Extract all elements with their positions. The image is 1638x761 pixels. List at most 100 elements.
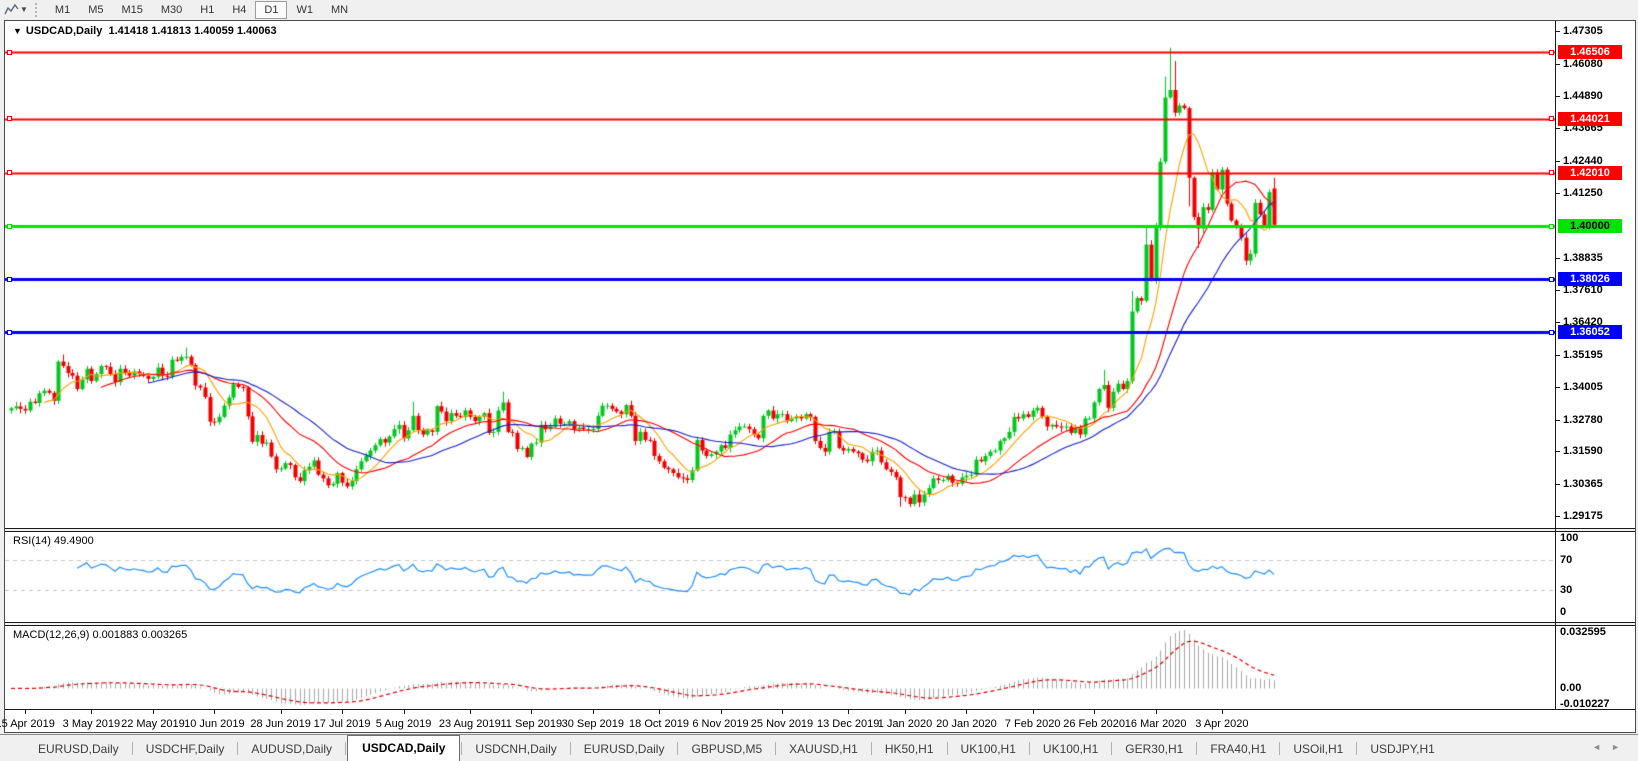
- date-axis-label[interactable]: 3 May 2019: [62, 718, 121, 730]
- date-axis-label[interactable]: 17 Jul 2019: [313, 718, 371, 730]
- timeframe-button-d1[interactable]: D1: [255, 0, 288, 19]
- line-handle-left[interactable]: [7, 116, 12, 122]
- chart-tab-usdchf-daily[interactable]: USDCHF,Daily: [145, 742, 225, 756]
- macd-axis-label: 0.00: [1560, 682, 1582, 695]
- line-handle-right[interactable]: [1549, 329, 1554, 335]
- date-axis-label[interactable]: 15 Apr 2019: [0, 718, 55, 730]
- timeframe-button-h1[interactable]: H1: [200, 3, 215, 16]
- date-axis-tick: [1094, 710, 1096, 714]
- date-axis-tick: [848, 710, 850, 714]
- chart-tab-usoil-h1[interactable]: USOil,H1: [1293, 742, 1344, 756]
- tab-separator: [870, 742, 872, 755]
- chart-tabs-bar: EURUSD,Daily USDCHF,Daily AUDUSD,Daily USDC…: [0, 734, 1638, 761]
- date-axis-label[interactable]: 26 Feb 2020: [1063, 718, 1126, 730]
- price-chart-canvas[interactable]: [5, 21, 1555, 528]
- price-axis-label: 1.35195: [1563, 348, 1603, 361]
- line-handle-left[interactable]: [7, 329, 12, 335]
- timeframe-button-m30[interactable]: M30: [160, 3, 183, 16]
- macd-axis-label: 0.032595: [1560, 626, 1606, 638]
- date-axis-label[interactable]: 18 Oct 2019: [629, 718, 689, 730]
- tab-separator: [1028, 742, 1030, 755]
- line-handle-left[interactable]: [7, 170, 12, 176]
- price-level-badge[interactable]: 1.38026: [1558, 272, 1622, 287]
- date-axis-label[interactable]: 11 Sep 2019: [500, 718, 563, 730]
- price-level-badge[interactable]: 1.36052: [1558, 325, 1622, 340]
- toolbar-grip[interactable]: [34, 2, 40, 17]
- date-axis-label[interactable]: 16 Mar 2020: [1124, 718, 1187, 730]
- dropdown-caret-icon[interactable]: ▼: [20, 5, 28, 14]
- price-axis-label: 1.31590: [1563, 445, 1603, 458]
- price-axis-tick: [1556, 354, 1560, 356]
- line-handle-left[interactable]: [7, 49, 12, 55]
- chart-tab-uk100-h1[interactable]: UK100,H1: [1042, 742, 1099, 756]
- pane-splitter[interactable]: [5, 528, 1635, 532]
- line-handle-left[interactable]: [7, 223, 12, 229]
- line-handle-left[interactable]: [7, 276, 12, 282]
- line-handle-right[interactable]: [1549, 49, 1554, 55]
- chart-symbol-label: USDCAD,Daily: [25, 25, 103, 37]
- tab-scroll-left-icon[interactable]: ◄: [1592, 742, 1612, 752]
- date-axis-label[interactable]: 25 Nov 2019: [750, 718, 814, 730]
- chart-tab-fra40-h1[interactable]: FRA40,H1: [1210, 742, 1267, 756]
- chart-tab-eurusd-daily[interactable]: EURUSD,Daily: [38, 742, 119, 756]
- tab-separator: [345, 742, 347, 755]
- timeframe-toolbar: ▼ M1 M5 M15 M30 H1 H4 D1 W1 MN: [0, 0, 1638, 19]
- timeframe-button-mn[interactable]: MN: [330, 3, 349, 16]
- date-axis-tick: [781, 710, 783, 714]
- date-axis-label[interactable]: 10 Jun 2019: [184, 718, 245, 730]
- chart-line-icon[interactable]: [4, 3, 19, 16]
- chart-tab-usdcnh-daily[interactable]: USDCNH,Daily: [475, 742, 557, 756]
- price-axis-label: 1.47305: [1563, 25, 1603, 37]
- date-axis-label[interactable]: 20 Jan 2020: [936, 718, 997, 730]
- price-axis-tick: [1556, 95, 1560, 97]
- date-axis-label[interactable]: 23 Aug 2019: [438, 718, 501, 730]
- price-level-badge[interactable]: 1.46506: [1558, 45, 1622, 60]
- price-axis-tick: [1556, 128, 1560, 130]
- tab-separator: [1356, 742, 1358, 755]
- collapse-icon[interactable]: ▼: [13, 26, 22, 36]
- rsi-indicator-canvas[interactable]: [5, 532, 1555, 622]
- timeframe-button-h4[interactable]: H4: [232, 3, 247, 16]
- price-axis-label: 1.42440: [1563, 155, 1603, 168]
- line-handle-right[interactable]: [1549, 170, 1554, 176]
- chart-tab-usdcad-daily[interactable]: USDCAD,Daily: [347, 735, 461, 761]
- date-axis-label[interactable]: 30 Sep 2019: [561, 718, 624, 730]
- tab-scroll-right-icon[interactable]: ►: [1611, 742, 1630, 752]
- timeframe-button-m1[interactable]: M1: [54, 3, 71, 16]
- date-axis-label[interactable]: 7 Feb 2020: [1004, 718, 1061, 730]
- timeframe-button-m5[interactable]: M5: [88, 3, 104, 16]
- date-axis-label[interactable]: 1 Jan 2020: [877, 718, 933, 730]
- chart-tab-eurusd-daily[interactable]: EURUSD,Daily: [583, 742, 665, 756]
- timeframe-button-w1[interactable]: W1: [296, 3, 313, 16]
- line-handle-right[interactable]: [1549, 223, 1554, 229]
- price-axis-label: 1.38835: [1563, 251, 1603, 264]
- date-axis-tick: [659, 710, 660, 714]
- date-axis-label[interactable]: 6 Nov 2019: [692, 718, 749, 730]
- date-axis-label[interactable]: 5 Aug 2019: [375, 718, 432, 730]
- chart-tab-audusd-daily[interactable]: AUDUSD,Daily: [251, 742, 333, 756]
- macd-indicator-canvas[interactable]: [5, 626, 1555, 709]
- line-handle-right[interactable]: [1549, 276, 1554, 282]
- pane-splitter[interactable]: [5, 622, 1635, 626]
- line-handle-right[interactable]: [1549, 116, 1554, 122]
- price-level-badge[interactable]: 1.44021: [1558, 111, 1622, 126]
- chart-tab-ger30-h1[interactable]: GER30,H1: [1125, 742, 1184, 756]
- date-axis-label[interactable]: 22 May 2019: [121, 718, 185, 730]
- price-level-badge[interactable]: 1.42010: [1558, 165, 1622, 180]
- tab-separator: [1196, 742, 1198, 755]
- rsi-axis-label: 30: [1560, 583, 1573, 596]
- date-axis-label[interactable]: 3 Apr 2020: [1195, 718, 1249, 730]
- date-axis-label[interactable]: 13 Dec 2019: [817, 718, 880, 730]
- chart-tab-xauusd-h1[interactable]: XAUUSD,H1: [789, 742, 858, 756]
- price-axis-label: 1.46080: [1563, 57, 1603, 70]
- price-axis-label: 1.32780: [1563, 413, 1603, 426]
- price-level-badge[interactable]: 1.40000: [1558, 219, 1622, 234]
- timeframe-button-m15[interactable]: M15: [121, 3, 143, 16]
- chart-tab-gbpusd-m5[interactable]: GBPUSD,M5: [691, 742, 763, 756]
- chart-tab-usdjpy-h1[interactable]: USDJPY,H1: [1370, 742, 1435, 756]
- price-axis-tick: [1556, 386, 1560, 388]
- chart-tab-uk100-h1[interactable]: UK100,H1: [960, 742, 1016, 756]
- chart-tab-hk50-h1[interactable]: HK50,H1: [884, 742, 934, 756]
- date-axis-label[interactable]: 28 Jun 2019: [250, 718, 311, 730]
